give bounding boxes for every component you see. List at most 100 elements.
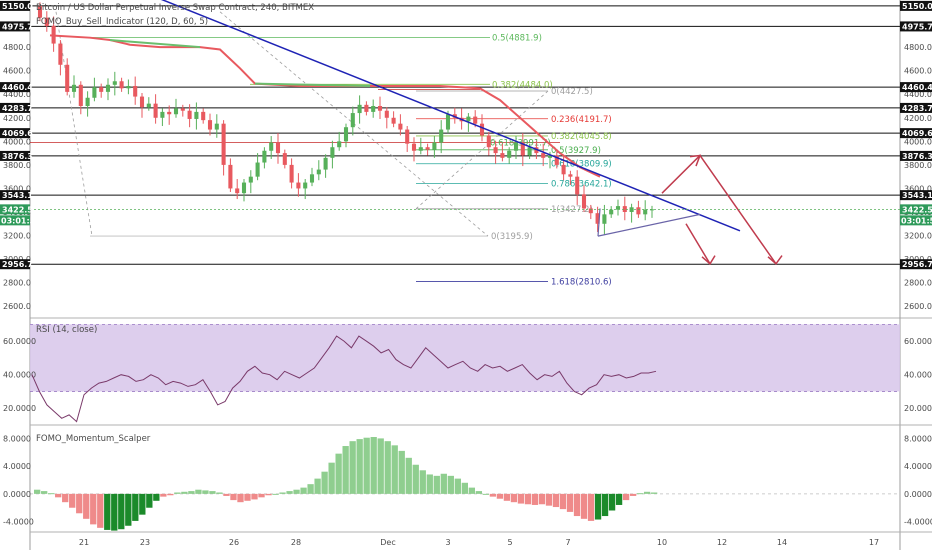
fib-level-label: 0.382(4484.0)	[492, 80, 553, 90]
fomo-bar	[447, 475, 454, 494]
fomo-bar	[132, 493, 139, 521]
candle	[194, 111, 199, 119]
level-box-left	[0, 0, 30, 11]
candle	[248, 176, 253, 183]
candle	[269, 142, 274, 151]
candle	[520, 142, 525, 156]
price-tick-label-left: 3800.0	[3, 161, 31, 170]
level-label-right: 4460.4	[902, 83, 932, 92]
current-price-label: 3422.5	[902, 205, 932, 214]
fomo-bar	[272, 493, 279, 495]
candle	[643, 209, 648, 215]
arrow-head	[701, 255, 716, 265]
fomo-bar	[566, 493, 574, 512]
level-box-left	[0, 190, 30, 201]
fomo-bar	[69, 493, 76, 508]
candle	[289, 164, 294, 183]
price-tick-label-left: 2600.0	[3, 302, 31, 311]
candle	[167, 111, 172, 115]
candle	[425, 147, 430, 150]
price-tick-label-left: 3600.0	[3, 184, 31, 193]
fomo-bar	[594, 493, 602, 520]
fomo-bar	[622, 493, 630, 501]
wedge-lower-line	[597, 213, 701, 237]
candle	[119, 81, 124, 89]
fomo-bar	[244, 493, 251, 501]
fomo-bar	[202, 490, 209, 494]
fib-level-label: 0.5(3927.9)	[551, 146, 601, 156]
candle	[201, 111, 206, 121]
arrow-head	[767, 255, 783, 265]
x-tick-label: 7	[565, 538, 570, 547]
fomo-bar	[405, 457, 412, 494]
fomo-bar	[650, 492, 658, 494]
candle	[92, 87, 97, 98]
price-tick-label-right: 4800.0	[904, 43, 932, 52]
level-label-right: 5150.0	[902, 2, 932, 11]
level-box-right	[900, 82, 932, 93]
candle	[371, 106, 376, 112]
fomo-pane: -4.0000 -4.0000 0.0000 0.0000 4.0000 4.0000 8.…	[3, 434, 932, 533]
fomo-bar	[587, 493, 595, 521]
level-box-left	[0, 102, 30, 113]
candle	[214, 123, 219, 130]
rsi-pane: 20.0000 20.0000 40.0000 40.0000 60.0000 60.00…	[3, 323, 932, 426]
fomo-bar	[251, 493, 258, 500]
fomo-bar	[118, 493, 125, 530]
candle	[411, 143, 417, 151]
level-box-right	[900, 21, 932, 32]
fomo-bar	[454, 478, 461, 494]
countdown-box	[0, 215, 30, 226]
fib-level-label: 0.786(3642.1)	[551, 179, 612, 189]
fomo-bar	[398, 450, 405, 494]
fomo-bar	[97, 493, 104, 528]
rsi-tick-label-left: 40.0000	[3, 371, 36, 380]
fomo-title: FOMO_Momentum_Scalper	[36, 434, 151, 444]
fomo-bar	[342, 446, 349, 494]
candle	[173, 108, 179, 115]
fomo-bar	[160, 493, 167, 497]
price-tick-label-right: 3200.0	[904, 232, 932, 241]
fomo-bar	[489, 493, 497, 497]
x-tick-label: 21	[79, 538, 89, 547]
fib-level-label: 0.618(3809.9)	[551, 160, 612, 170]
level-box-right	[900, 102, 932, 113]
fomo-bar	[174, 492, 181, 494]
fomo-bar	[195, 489, 202, 494]
fomo-bar	[552, 493, 560, 508]
level-box-left	[0, 259, 30, 270]
candle	[439, 129, 444, 143]
level-box-left	[0, 82, 30, 93]
fomo-bar	[216, 492, 223, 494]
current-price-box	[900, 204, 932, 215]
candle	[330, 147, 335, 158]
candle	[384, 110, 389, 118]
fomo-bar	[209, 491, 216, 494]
price-tick-label-right: 4000.0	[904, 137, 932, 146]
fib-level-label: 0.382(4045.8)	[551, 132, 612, 142]
candle	[486, 135, 491, 148]
candle	[228, 164, 233, 189]
candle	[85, 97, 90, 106]
fomo-tick-label-right: 4.0000	[904, 462, 932, 471]
fomo-bar	[482, 493, 490, 495]
x-tick-label: 26	[229, 538, 239, 547]
level-label-left: 4283.7	[2, 104, 33, 113]
candle	[58, 43, 63, 65]
x-tick-label: 3	[445, 538, 450, 547]
candle	[187, 110, 192, 119]
level-label-left: 3543.1	[2, 191, 33, 200]
rsi-tick-label-left: 60.0000	[3, 337, 36, 346]
fomo-bar	[111, 493, 118, 531]
candle	[418, 147, 423, 151]
candle	[554, 155, 559, 165]
fomo-bar	[286, 491, 293, 494]
candle	[561, 164, 566, 175]
fomo-bar	[230, 493, 237, 501]
candle	[541, 153, 546, 158]
descending-trendline	[160, 0, 741, 232]
price-tick-label-right: 3800.0	[904, 161, 932, 170]
rsi-tick-label-right: 60.0000	[904, 337, 932, 346]
candle	[602, 214, 607, 224]
price-tick-label-left: 4400.0	[3, 90, 31, 99]
